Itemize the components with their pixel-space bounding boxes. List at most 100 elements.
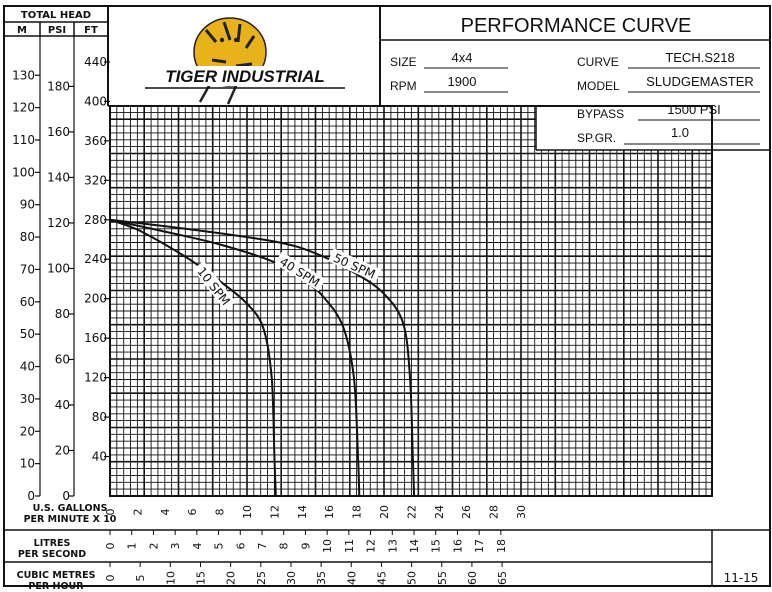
lps-tick-label: 7 bbox=[256, 543, 269, 550]
plot-frame bbox=[109, 105, 713, 497]
lps-tick-label: 3 bbox=[169, 543, 182, 550]
gpm-tick-label: 12 bbox=[268, 505, 281, 519]
tiger-icon bbox=[193, 17, 267, 105]
series-label-bg bbox=[274, 251, 326, 292]
m-tick-label: 10 bbox=[20, 457, 35, 471]
gpm-tick-label: 4 bbox=[159, 509, 172, 516]
gpm-tick-label: 6 bbox=[186, 509, 199, 516]
m-tick-label: 80 bbox=[20, 230, 35, 244]
lps-axis-label-2: PER SECOND bbox=[18, 549, 86, 560]
series-line-10-spm bbox=[109, 218, 277, 497]
lps-axis-label-1: LITRES bbox=[34, 538, 71, 549]
head-axes: 4080120160200240280320360400440020406080… bbox=[12, 55, 110, 503]
ft-tick-label: 360 bbox=[84, 134, 107, 148]
gpm-tick-label: 22 bbox=[405, 505, 418, 519]
cmh-tick-label: 20 bbox=[225, 571, 238, 585]
ft-tick-label: 240 bbox=[84, 252, 107, 266]
lps-tick-label: 8 bbox=[278, 543, 291, 550]
gpm-axis-label-1: U.S. GALLONS bbox=[33, 503, 108, 514]
lps-tick-label: 2 bbox=[147, 543, 160, 550]
chart-title: PERFORMANCE CURVE bbox=[461, 15, 692, 37]
psi-tick-label: 0 bbox=[62, 489, 70, 503]
ft-tick-label: 280 bbox=[84, 213, 107, 227]
psi-tick-label: 100 bbox=[47, 261, 70, 275]
lps-tick-label: 15 bbox=[430, 539, 443, 553]
cmh-tick-label: 65 bbox=[496, 571, 509, 585]
psi-tick-label: 80 bbox=[55, 307, 70, 321]
psi-tick-label: 160 bbox=[47, 125, 70, 139]
spgr-value: 1.0 bbox=[671, 125, 689, 140]
lps-tick-label: 12 bbox=[365, 539, 378, 553]
lps-tick-label: 5 bbox=[213, 543, 226, 550]
lps-tick-label: 14 bbox=[408, 539, 421, 553]
plot-grid bbox=[109, 106, 712, 497]
lps-tick-label: 11 bbox=[343, 539, 356, 553]
bypass-label: BYPASS bbox=[577, 107, 624, 121]
lps-tick-label: 10 bbox=[321, 539, 334, 553]
ft-tick-label: 400 bbox=[84, 94, 107, 108]
m-tick-label: 60 bbox=[20, 295, 35, 309]
gpm-tick-label: 18 bbox=[351, 505, 364, 519]
psi-tick-label: 60 bbox=[55, 352, 70, 366]
psi-tick-label: 180 bbox=[47, 79, 70, 93]
lps-tick-label: 6 bbox=[234, 543, 247, 550]
m-tick-label: 30 bbox=[20, 392, 35, 406]
cmh-tick-label: 5 bbox=[134, 575, 147, 582]
cmh-tick-label: 60 bbox=[466, 571, 479, 585]
gpm-tick-label: 0 bbox=[104, 509, 117, 516]
lps-tick-label: 13 bbox=[386, 539, 399, 553]
gpm-tick-label: 16 bbox=[323, 505, 336, 519]
lps-tick-label: 16 bbox=[451, 539, 464, 553]
logo-wordmark: TIGER INDUSTRIAL bbox=[165, 67, 325, 86]
ft-tick-label: 320 bbox=[84, 173, 107, 187]
cmh-tick-label: 15 bbox=[194, 571, 207, 585]
ft-tick-label: 440 bbox=[84, 55, 107, 69]
gpm-tick-label: 10 bbox=[241, 505, 254, 519]
gpm-tick-label: 24 bbox=[433, 505, 446, 519]
cmh-tick-label: 10 bbox=[164, 571, 177, 585]
lps-tick-label: 18 bbox=[495, 539, 508, 553]
m-tick-label: 110 bbox=[12, 133, 35, 147]
gpm-tick-label: 8 bbox=[214, 509, 227, 516]
m-tick-label: 20 bbox=[20, 424, 35, 438]
col-psi-label: PSI bbox=[48, 25, 66, 36]
rpm-label: RPM bbox=[390, 79, 417, 93]
cmh-axis-label-2: PER HOUR bbox=[28, 581, 84, 592]
total-head-caption: TOTAL HEAD bbox=[21, 10, 91, 21]
spgr-label: SP.GR. bbox=[577, 131, 616, 145]
lps-tick-label: 9 bbox=[299, 543, 312, 550]
col-ft-label: FT bbox=[84, 25, 98, 36]
ft-tick-label: 160 bbox=[84, 331, 107, 345]
psi-tick-label: 40 bbox=[55, 398, 70, 412]
gpm-tick-label: 14 bbox=[296, 505, 309, 519]
m-tick-label: 100 bbox=[12, 165, 35, 179]
gpm-tick-label: 28 bbox=[488, 505, 501, 519]
ft-tick-label: 200 bbox=[84, 292, 107, 306]
size-value: 4x4 bbox=[452, 50, 473, 65]
lps-tick-label: 1 bbox=[126, 543, 139, 550]
psi-tick-label: 140 bbox=[47, 170, 70, 184]
col-m-label: M bbox=[17, 25, 27, 36]
flow-axes: 0 2 4 6 8 10 12 14 16 18 20 22 24 26 28 300 1 2 3 4 5 6 7 8 9 10 1… bbox=[104, 505, 528, 585]
cmh-tick-label: 25 bbox=[255, 571, 268, 585]
lps-tick-label: 0 bbox=[104, 543, 117, 550]
tiger-logo: TIGER INDUSTRIAL bbox=[145, 17, 345, 105]
size-label: SIZE bbox=[390, 55, 417, 69]
lps-tick-label: 4 bbox=[191, 543, 204, 550]
m-tick-label: 50 bbox=[20, 327, 35, 341]
curve-value: TECH.S218 bbox=[665, 50, 734, 65]
m-tick-label: 40 bbox=[20, 360, 35, 374]
m-tick-label: 70 bbox=[20, 262, 35, 276]
gpm-tick-label: 2 bbox=[131, 509, 144, 516]
curve-label: CURVE bbox=[577, 55, 619, 69]
cmh-tick-label: 35 bbox=[315, 571, 328, 585]
lps-tick-label: 17 bbox=[473, 539, 486, 553]
psi-tick-label: 20 bbox=[55, 443, 70, 457]
gpm-tick-label: 30 bbox=[515, 505, 528, 519]
m-tick-label: 0 bbox=[27, 489, 35, 503]
ft-tick-label: 120 bbox=[84, 371, 107, 385]
cmh-tick-label: 40 bbox=[345, 571, 358, 585]
m-tick-label: 120 bbox=[12, 101, 35, 115]
footer-code: 11-15 bbox=[724, 571, 759, 585]
